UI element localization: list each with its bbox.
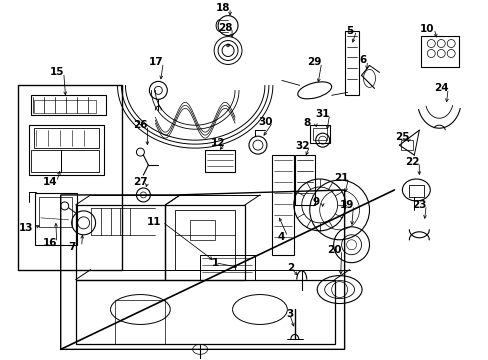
Text: 13: 13: [19, 223, 33, 233]
Bar: [18, 85, 122, 270]
Bar: [34, 100, 95, 113]
Text: 12: 12: [210, 138, 225, 148]
Bar: [34, 128, 99, 148]
Bar: [165, 205, 244, 280]
Text: 24: 24: [433, 84, 447, 93]
Text: 9: 9: [311, 197, 319, 207]
Text: 10: 10: [419, 24, 434, 33]
Text: 3: 3: [285, 310, 293, 319]
Bar: [190, 220, 215, 240]
Text: 22: 22: [404, 157, 419, 167]
Bar: [35, 193, 77, 245]
Bar: [294, 155, 314, 205]
Text: 15: 15: [49, 67, 64, 77]
Text: 6: 6: [358, 55, 366, 66]
Text: 17: 17: [149, 58, 163, 67]
Bar: [115, 300, 165, 345]
Bar: [76, 205, 165, 280]
Bar: [271, 155, 293, 255]
Text: 26: 26: [133, 120, 147, 130]
Text: 5: 5: [346, 26, 352, 36]
Text: 27: 27: [133, 177, 147, 187]
Text: 20: 20: [327, 245, 341, 255]
Bar: [408, 185, 424, 197]
Bar: [309, 125, 329, 143]
Bar: [61, 150, 99, 172]
Bar: [29, 125, 103, 175]
Bar: [31, 150, 61, 172]
Text: 14: 14: [42, 177, 57, 187]
Bar: [31, 95, 105, 115]
Text: 25: 25: [394, 132, 409, 142]
Text: 8: 8: [303, 118, 310, 128]
Bar: [401, 140, 412, 150]
Text: 28: 28: [217, 23, 232, 33]
Text: 2: 2: [286, 263, 294, 273]
Text: 18: 18: [215, 3, 230, 13]
Bar: [421, 36, 458, 67]
Text: 31: 31: [315, 109, 329, 119]
Text: 23: 23: [411, 200, 426, 210]
Text: 7: 7: [68, 242, 75, 252]
Bar: [76, 280, 334, 345]
Text: 1: 1: [211, 258, 218, 268]
Bar: [39, 197, 72, 227]
Bar: [205, 150, 235, 172]
Bar: [344, 31, 358, 95]
Text: 21: 21: [334, 173, 348, 183]
Bar: [200, 255, 254, 280]
Text: 16: 16: [42, 238, 57, 248]
Text: 4: 4: [277, 232, 284, 242]
Text: 32: 32: [295, 141, 309, 151]
Bar: [312, 128, 326, 140]
Text: 11: 11: [147, 217, 161, 227]
Text: 30: 30: [258, 117, 273, 127]
Text: 19: 19: [339, 200, 353, 210]
Text: 29: 29: [307, 58, 321, 67]
